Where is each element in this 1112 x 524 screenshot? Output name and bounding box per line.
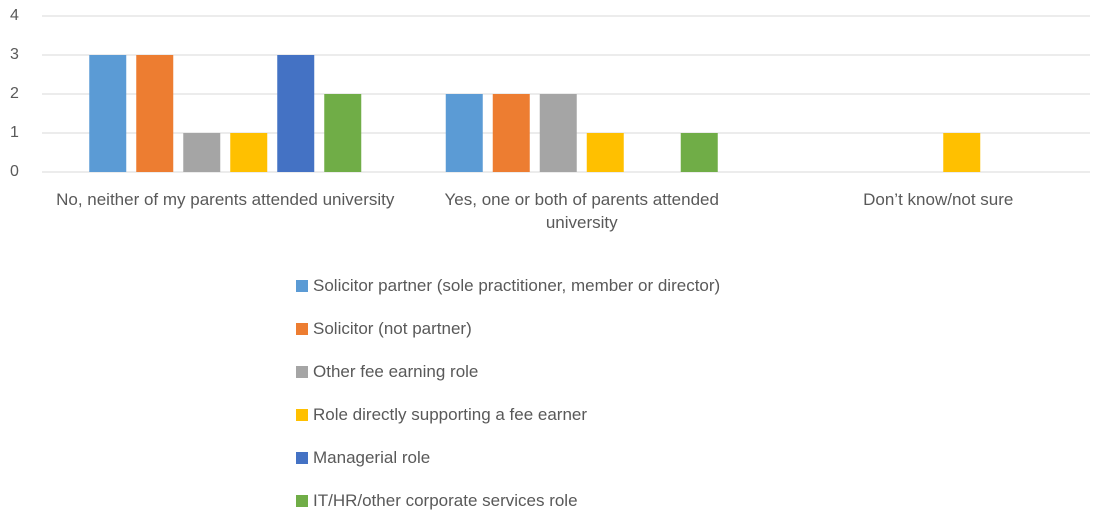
y-tick-label: 0 xyxy=(10,163,19,180)
bar xyxy=(230,133,268,172)
y-tick-label: 4 xyxy=(10,7,19,24)
legend-label: Solicitor partner (sole practitioner, me… xyxy=(313,276,721,295)
legend-label: IT/HR/other corporate services role xyxy=(313,491,578,510)
legend-entry: IT/HR/other corporate services role xyxy=(296,490,578,512)
x-tick-label: Don’t know/not sure xyxy=(863,190,1014,209)
legend-swatch xyxy=(296,452,308,464)
legend-entry: Other fee earning role xyxy=(296,361,478,383)
legend-label: Solicitor (not partner) xyxy=(313,319,472,338)
legend-entry: Solicitor partner (sole practitioner, me… xyxy=(296,275,720,297)
legend-label: Role directly supporting a fee earner xyxy=(313,405,588,424)
legend-label: Managerial role xyxy=(313,448,431,467)
legend-swatch xyxy=(296,280,308,292)
legend-swatch xyxy=(296,495,308,507)
legend-swatch xyxy=(296,323,308,335)
bar xyxy=(943,133,981,172)
y-tick-label: 1 xyxy=(10,124,19,141)
legend-entry: Solicitor (not partner) xyxy=(296,318,472,340)
bar xyxy=(680,133,718,172)
bar xyxy=(492,94,530,172)
x-tick-label: No, neither of my parents attended unive… xyxy=(56,190,395,209)
legend-entry: Role directly supporting a fee earner xyxy=(296,404,587,426)
bar xyxy=(183,133,221,172)
legend-swatch xyxy=(296,409,308,421)
legend-swatch xyxy=(296,366,308,378)
bar xyxy=(89,55,127,172)
bar xyxy=(586,133,624,172)
legend-label: Other fee earning role xyxy=(313,362,479,381)
bar xyxy=(324,94,362,172)
bar xyxy=(277,55,315,172)
legend-entry: Managerial role xyxy=(296,447,430,469)
x-tick-label: Yes, one or both of parents attended uni… xyxy=(444,190,719,232)
y-tick-label: 3 xyxy=(10,46,19,63)
bar xyxy=(445,94,483,172)
bar xyxy=(136,55,174,172)
bar xyxy=(539,94,577,172)
y-tick-label: 2 xyxy=(10,85,19,102)
